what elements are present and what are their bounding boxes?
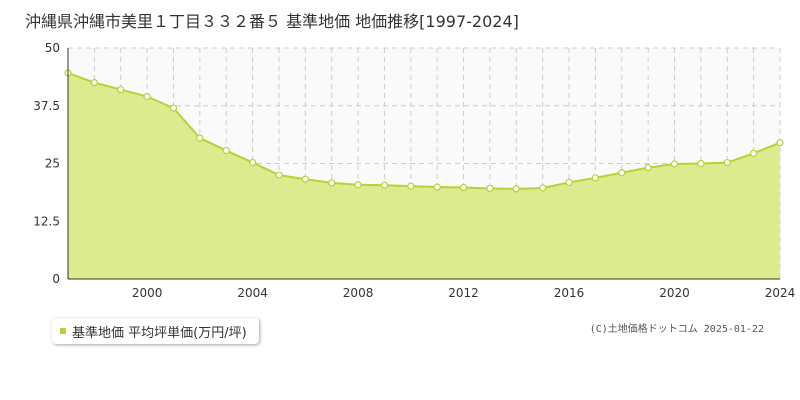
x-tick-label: 2024 [765, 286, 796, 300]
x-tick-label: 2000 [132, 286, 163, 300]
y-tick-label: 50 [45, 41, 60, 55]
data-point-marker [433, 183, 441, 191]
data-point-marker [750, 149, 758, 157]
x-tick-label: 2008 [343, 286, 374, 300]
legend-marker-icon [60, 328, 66, 334]
data-point-marker [723, 158, 731, 167]
data-point-marker [380, 181, 389, 189]
data-point-marker [169, 104, 178, 112]
legend: 基準地価 平均坪単価(万円/坪) [52, 318, 259, 344]
data-point-marker [328, 179, 336, 187]
data-point-marker [591, 174, 600, 182]
legend-label: 基準地価 平均坪単価(万円/坪) [72, 325, 247, 341]
data-point-marker [459, 183, 468, 192]
x-tick-label: 2016 [554, 286, 585, 300]
y-tick-label: 12.5 [33, 214, 60, 228]
series-line [67, 72, 781, 190]
data-point-marker [776, 139, 784, 147]
data-point-marker [618, 169, 626, 177]
data-point-marker [539, 184, 547, 192]
data-point-marker [670, 160, 679, 168]
x-tick-label: 2004 [237, 286, 268, 300]
data-point-marker [354, 181, 362, 189]
data-point-marker [248, 158, 257, 167]
data-point-marker [486, 184, 494, 193]
data-point-marker [301, 175, 309, 183]
y-tick-label: 0 [52, 272, 60, 286]
data-point-marker [222, 146, 230, 155]
data-point-marker [196, 134, 204, 142]
data-point-marker [512, 185, 520, 193]
data-point-marker [275, 171, 283, 179]
data-point-marker [644, 164, 652, 172]
x-tick-label: 2020 [659, 286, 690, 300]
data-point-marker [697, 159, 705, 168]
chart-title: 沖縄県沖縄市美里１丁目３３２番５ 基準地価 地価推移[1997-2024] [25, 12, 519, 31]
data-point-marker [565, 178, 573, 187]
copyright-credit: (C)土地価格ドットコム 2025-01-22 [589, 324, 764, 335]
area-fill [68, 72, 780, 279]
data-point-marker [90, 79, 98, 87]
y-tick-label: 25 [45, 157, 60, 171]
y-tick-label: 37.5 [33, 99, 60, 113]
data-point-marker [117, 85, 125, 94]
data-point-marker [407, 182, 415, 190]
data-point-marker [143, 92, 151, 101]
x-tick-label: 2012 [448, 286, 479, 300]
